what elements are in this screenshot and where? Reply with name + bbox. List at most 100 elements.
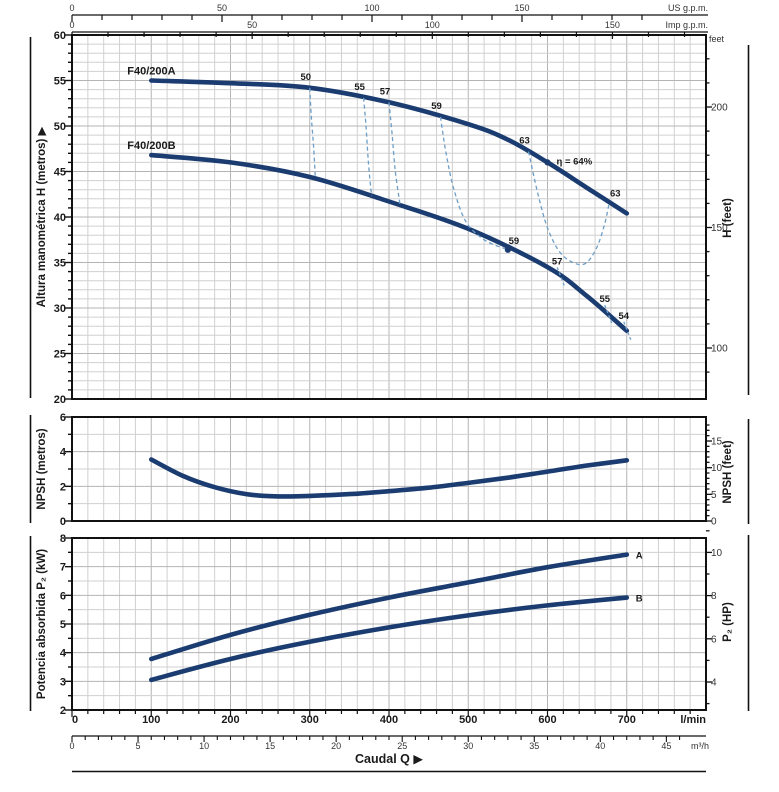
p2-right-axis-title: P₂ (HP) (722, 602, 734, 642)
curve-F40/200A (149, 78, 630, 216)
imp-gpm-axis-tick-label: 100 (425, 20, 440, 30)
head-right-axis-title: H (feet) (722, 198, 734, 238)
curve-end-label: A (636, 551, 643, 562)
lpm-tick-label: 100 (142, 714, 160, 726)
m3h-tick-label: 25 (397, 741, 407, 751)
imp-gpm-axis-tick-label: 0 (69, 20, 74, 30)
right-axis-tick-label: 150 (711, 223, 728, 234)
efficiency-mark-label: 55 (599, 294, 610, 305)
imp-gpm-axis-tick-label: 150 (605, 20, 620, 30)
y-axis-tick-label: 20 (54, 394, 66, 406)
chart-p2: 8 7 6 5 4 3 2 4 6 8 10 A B (60, 530, 723, 717)
lpm-axis: 0 100 200 300 400 500 600 700 (71, 710, 691, 726)
m3h-tick-label: 0 (69, 741, 74, 751)
best-efficiency-label: η = 64% (557, 156, 593, 167)
npsh-right-axis-title: NPSH (feet) (722, 440, 734, 503)
right-axis-tick-label: 4 (711, 678, 717, 689)
m3h-unit-label: m³/h (691, 741, 709, 751)
curve-npsh-0 (149, 457, 630, 499)
m3h-tick-label: 5 (136, 741, 141, 751)
us-gpm-axis-tick-label: 50 (217, 3, 227, 13)
right-axis-tick-label: 6 (711, 634, 717, 645)
m3h-tick-label: 35 (529, 741, 539, 751)
lpm-tick-label: 400 (380, 714, 398, 726)
y-axis-tick-label: 55 (54, 76, 66, 88)
y-axis-tick-label: 45 (54, 167, 66, 179)
m3h-axis: 0 5 10 15 20 25 30 35 40 45 (69, 735, 706, 751)
iso-efficiency-label: 57 (380, 86, 391, 97)
us-gpm-unit-label: US g.p.m. (668, 3, 708, 13)
iso-efficiency-label: 55 (354, 82, 365, 93)
y-axis-tick-label: 4 (60, 648, 67, 660)
curve-F40/200B (149, 152, 630, 334)
imp-gpm-axis: 0 50 100 150 (69, 20, 708, 39)
m3h-tick-label: 30 (463, 741, 473, 751)
right-axis-tick-label: 8 (711, 591, 717, 602)
efficiency-point-dot (504, 246, 511, 253)
right-axis-tick-label: 10 (711, 463, 723, 474)
iso-efficiency-line-57 (388, 102, 401, 206)
imp-gpm-axis-tick-label: 50 (247, 20, 257, 30)
right-axis-tick-label: 5 (711, 490, 717, 501)
y-axis-tick-label: 6 (60, 412, 66, 424)
efficiency-mark-label: 54 (618, 311, 629, 322)
us-gpm-axis-tick-label: 0 (69, 3, 74, 13)
us-gpm-axis-tick-label: 150 (514, 3, 529, 13)
imp-gpm-unit-label: Imp g.p.m. (665, 20, 708, 30)
iso-efficiency-line-55 (362, 97, 373, 197)
m3h-tick-label: 10 (199, 741, 209, 751)
m3h-tick-label: 15 (265, 741, 275, 751)
lpm-tick-label: 600 (538, 714, 556, 726)
curve-A (149, 552, 630, 662)
m3h-tick-label: 40 (595, 741, 605, 751)
right-axis-tick-label: 15 (711, 437, 723, 448)
m3h-tick-label: 20 (331, 741, 341, 751)
chart-head: 60 55 50 45 40 35 30 25 20 100 150 200 F40/200A F40/2… (54, 30, 728, 406)
right-axis-tick-label: 100 (711, 344, 728, 355)
y-axis-tick-label: 2 (60, 705, 66, 717)
iso-efficiency-line-63 (527, 151, 610, 266)
y-axis-tick-label: 3 (60, 676, 66, 688)
iso-efficiency-label: 63 (519, 135, 530, 146)
right-axis-tick-label: 0 (711, 517, 717, 528)
curve-name-label: F40/200A (127, 66, 175, 78)
iso-efficiency-label: 59 (509, 236, 520, 247)
lpm-tick-label: 200 (221, 714, 239, 726)
us-gpm-axis: 0 50 100 150 (69, 3, 708, 22)
best-efficiency-point-dot (544, 159, 551, 166)
chart-npsh: 6 4 2 0 0 5 10 15 (60, 412, 723, 528)
right-axis-tick-label: 200 (711, 103, 728, 114)
iso-efficiency-label: 50 (300, 72, 311, 83)
y-axis-tick-label: 4 (60, 447, 67, 459)
y-axis-tick-label: 2 (60, 481, 66, 493)
curve-end-label: B (636, 594, 643, 605)
y-axis-tick-label: 60 (54, 30, 66, 42)
m3h-tick-label: 45 (661, 741, 671, 751)
lpm-tick-label: 0 (72, 714, 78, 726)
efficiency-mark-label: 57 (552, 256, 563, 267)
p2-left-axis-title: Potencia absorbida P₂ (kW) (36, 549, 48, 699)
y-axis-tick-label: 25 (54, 349, 66, 361)
generated-plot-elements: 605550454035302520100150200F40/200AF40/2… (54, 3, 728, 751)
head-left-axis-title: Altura manométrica H (metros) ▶ (36, 126, 48, 307)
feet-corner-label: feet (709, 34, 725, 44)
y-axis-tick-label: 50 (54, 121, 66, 133)
lpm-unit-label: l/min (680, 714, 706, 726)
y-axis-tick-label: 0 (60, 516, 66, 528)
y-axis-tick-label: 5 (60, 619, 66, 631)
y-axis-tick-label: 6 (60, 590, 66, 602)
y-axis-tick-label: 35 (54, 258, 66, 270)
curve-name-label: F40/200B (127, 140, 175, 152)
right-axis-tick-label: 10 (711, 548, 723, 559)
us-gpm-axis-tick-label: 100 (364, 3, 379, 13)
x-axis-title: Caudal Q ▶ (355, 752, 423, 766)
y-axis-tick-label: 40 (54, 212, 66, 224)
y-axis-tick-label: 8 (60, 533, 66, 545)
lpm-tick-label: 300 (301, 714, 319, 726)
iso-efficiency-label: 63 (610, 188, 621, 199)
npsh-left-axis-title: NPSH (metros) (36, 428, 48, 509)
lpm-tick-label: 500 (459, 714, 477, 726)
y-axis-tick-label: 7 (60, 562, 66, 574)
